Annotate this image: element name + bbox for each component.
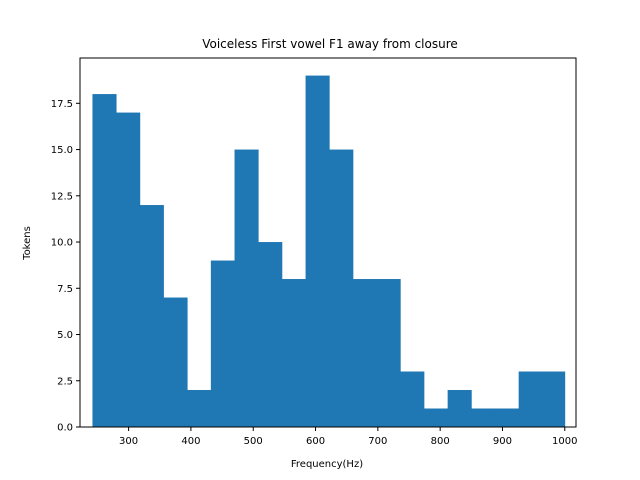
histogram-bar-20: [542, 371, 566, 427]
y-axis-label: Tokens: [22, 226, 33, 261]
y-tick-label: 5.0: [57, 330, 73, 341]
y-tick-label: 12.5: [51, 191, 73, 202]
y-tick-label: 15.0: [51, 145, 73, 156]
y-tick-label: 0.0: [57, 423, 73, 434]
histogram-bar-6: [210, 260, 235, 427]
y-tick-label: 17.5: [51, 99, 73, 110]
histogram-bar-18: [494, 408, 520, 427]
histogram-bar-19: [518, 371, 543, 427]
y-tick-label: 7.5: [57, 284, 73, 295]
x-axis-ticks: 300 400 500 600 700 800 900 1000: [119, 427, 578, 447]
y-tick-label: 2.5: [57, 376, 73, 387]
histogram-bar-5: [187, 390, 212, 427]
x-tick-label: 400: [181, 436, 200, 447]
x-tick-label: 1000: [552, 436, 577, 447]
histogram-bar-16: [447, 390, 472, 427]
histogram-bar-11: [329, 149, 354, 427]
histogram-bar-2: [116, 112, 141, 428]
chart-title: Voiceless First vowel F1 away from closu…: [202, 37, 458, 51]
histogram-bar-7: [234, 149, 259, 427]
x-tick-label: 600: [306, 436, 325, 447]
x-tick-label: 800: [431, 436, 450, 447]
histogram-bar-13: [376, 279, 401, 427]
histogram-bar-1: [92, 94, 117, 427]
histogram-bar-3: [139, 205, 164, 427]
histogram-bar-9: [281, 279, 306, 427]
plot-frame: [79, 57, 577, 428]
histogram-bar-14: [400, 371, 425, 427]
y-tick-label: 10.0: [51, 238, 73, 249]
histogram-bar-15: [423, 408, 449, 427]
x-tick-label: 900: [493, 436, 512, 447]
x-tick-label: 700: [368, 436, 387, 447]
x-tick-label: 300: [119, 436, 138, 447]
histogram-bar-12: [352, 279, 378, 427]
x-axis-label: Frequency(Hz): [291, 459, 363, 470]
x-tick-label: 500: [244, 436, 263, 447]
histogram-bar-8: [258, 242, 283, 427]
y-axis-ticks: 0.0 2.5 5.0 7.5 10.0 12.5 15.0 17.5: [51, 99, 80, 434]
histogram-bar-4: [163, 297, 188, 427]
bars-group: [92, 75, 566, 428]
histogram-bar-17: [471, 408, 496, 427]
histogram-bar-10: [305, 75, 330, 428]
